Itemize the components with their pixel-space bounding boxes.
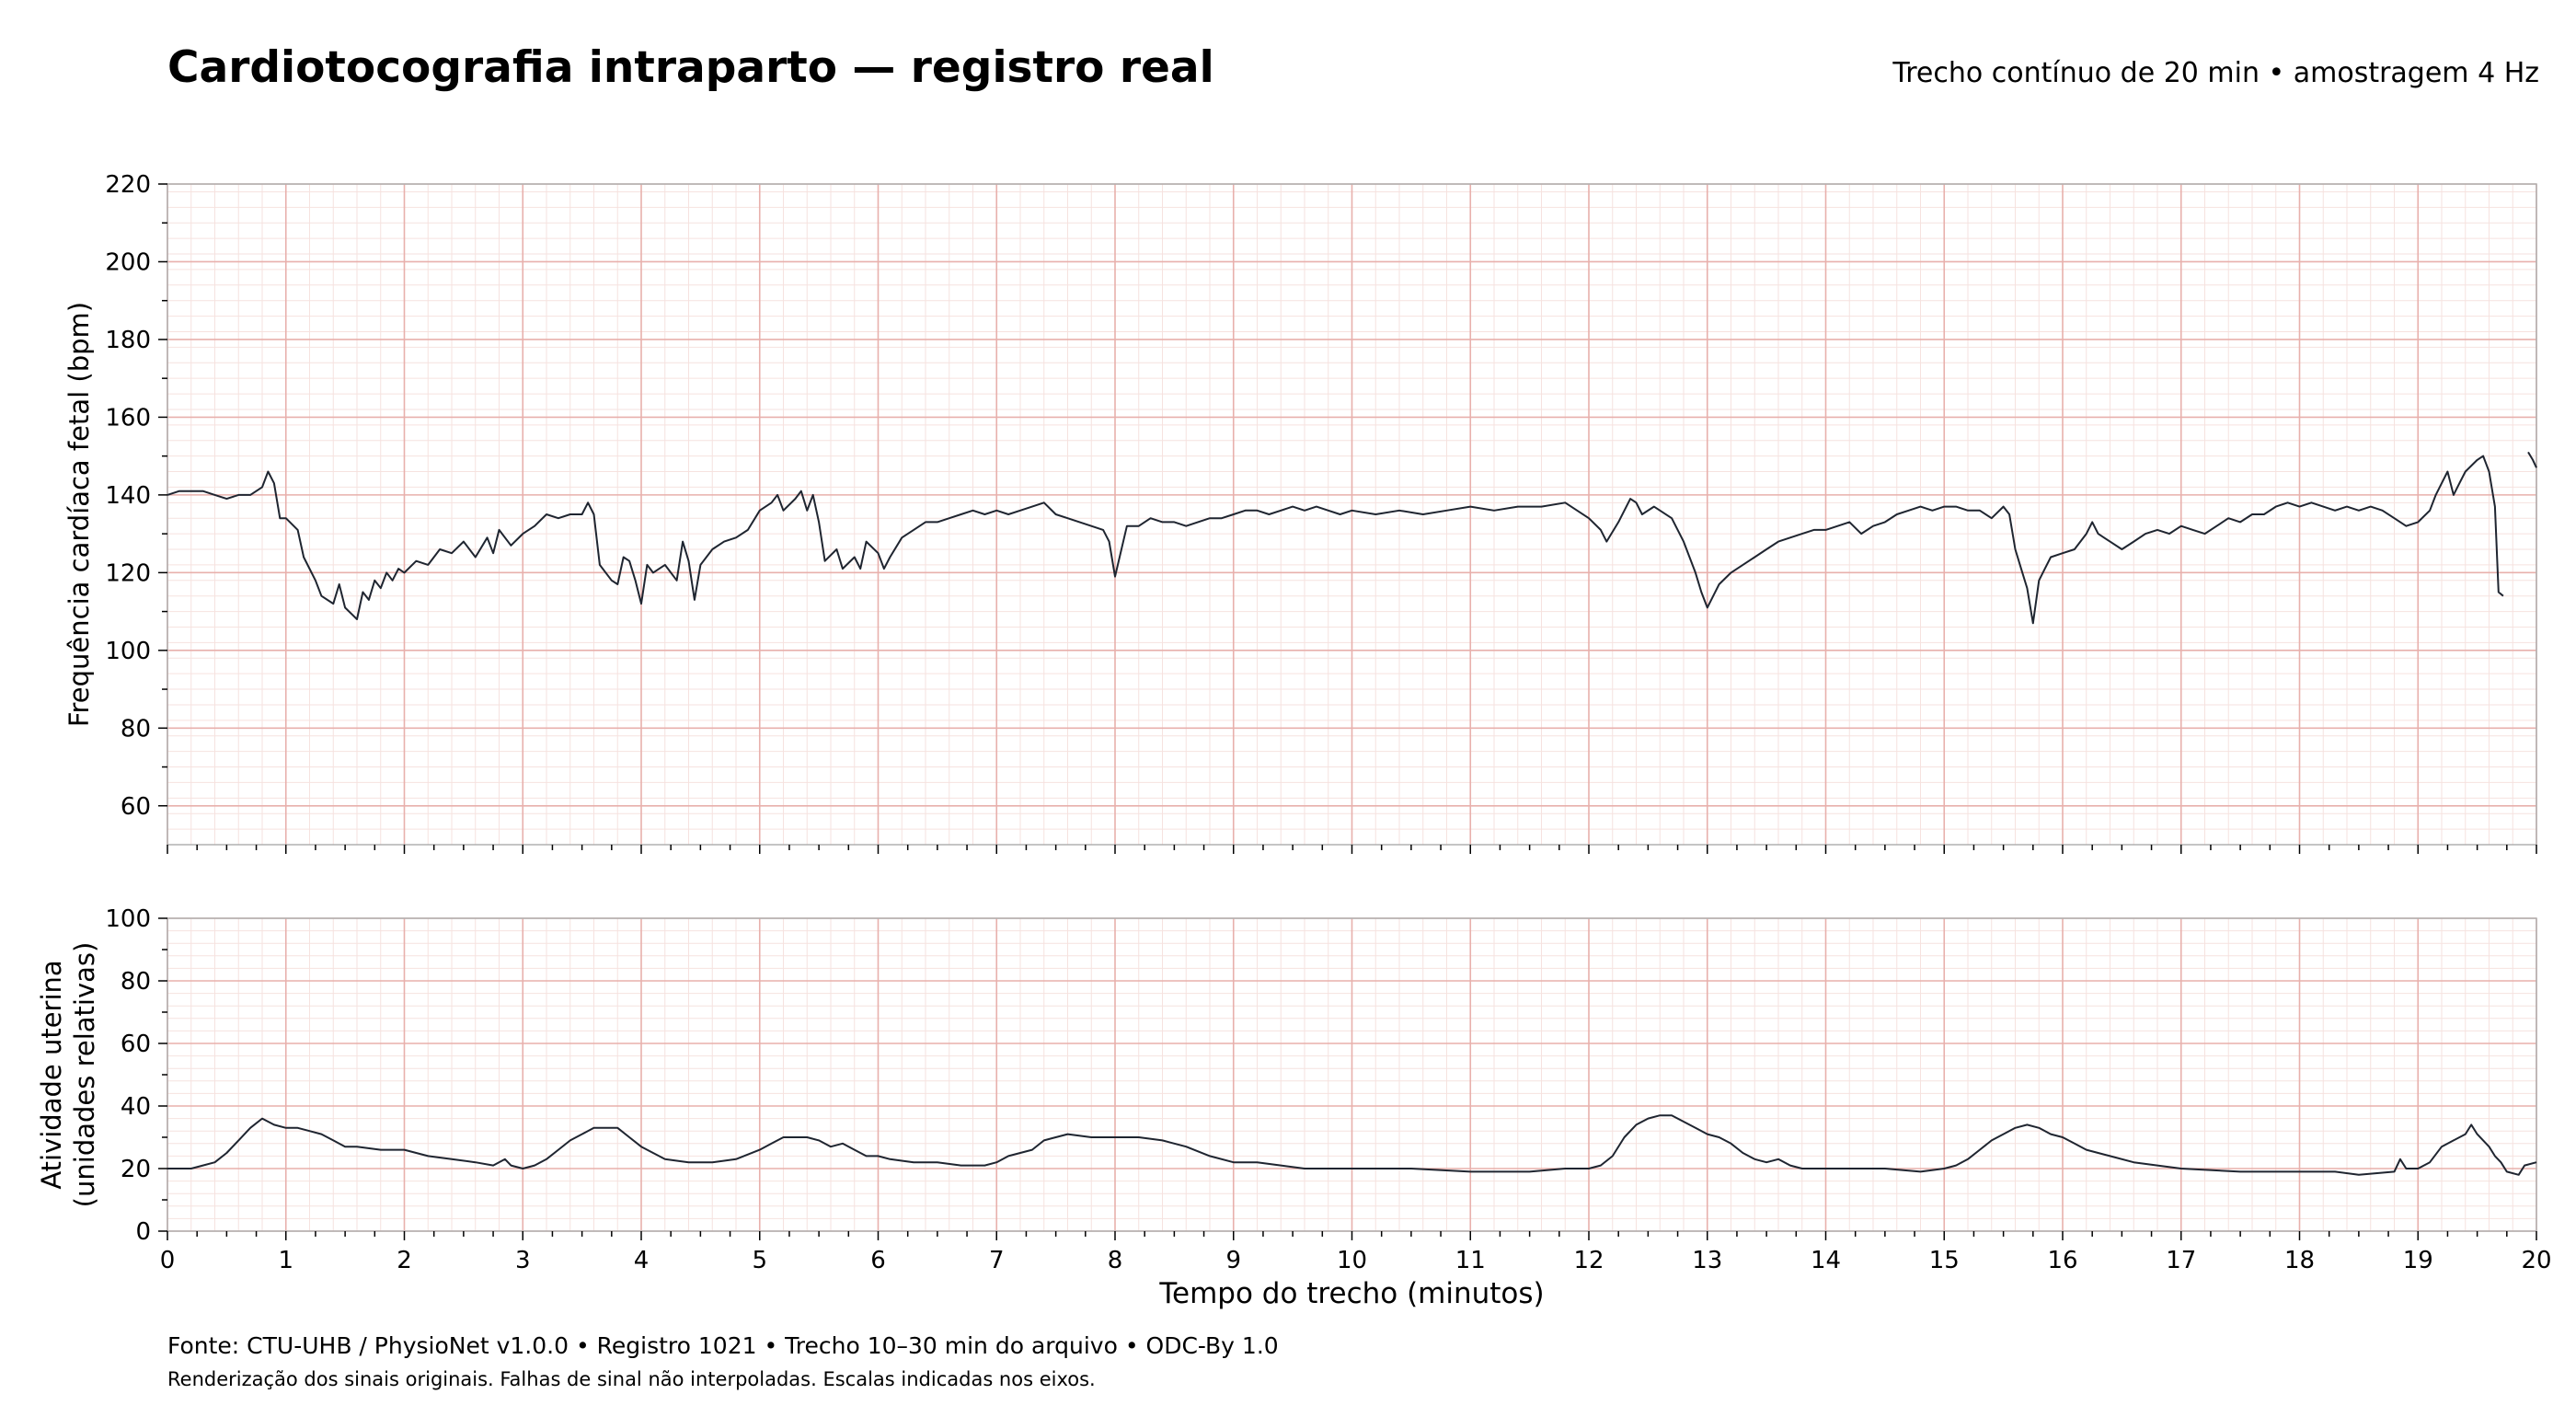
x-tick-label: 14 <box>1811 1247 1841 1274</box>
x-tick-label: 9 <box>1225 1247 1241 1274</box>
x-tick-label: 6 <box>870 1247 886 1274</box>
x-tick-label: 17 <box>2166 1247 2196 1274</box>
x-tick-label: 0 <box>160 1247 176 1274</box>
x-tick-label: 19 <box>2403 1247 2433 1274</box>
y-tick-label: 200 <box>105 248 151 276</box>
x-tick-label: 11 <box>1455 1247 1486 1274</box>
fhr-trace <box>167 451 2537 625</box>
x-tick-label: 15 <box>1929 1247 1960 1274</box>
y-tick-label: 80 <box>121 968 151 996</box>
fhr-y-axis-label: Frequência cardíaca fetal (bpm) <box>63 302 95 727</box>
y-tick-label: 220 <box>105 171 151 199</box>
y-tick-label: 0 <box>135 1218 151 1246</box>
x-tick-label: 12 <box>1573 1247 1604 1274</box>
x-tick-label: 20 <box>2521 1247 2551 1274</box>
x-tick-label: 1 <box>278 1247 293 1274</box>
fhr-panel: 60 80 100 120 140 160 180 200 220 <box>105 171 2537 854</box>
y-tick-label: 100 <box>105 905 151 933</box>
source-note: Fonte: CTU-UHB / PhysioNet v1.0.0 • Regi… <box>167 1332 1279 1359</box>
chart-subtitle: Trecho contínuo de 20 min • amostragem 4… <box>1892 57 2539 89</box>
toco-y-axis-label: Atividade uterina(unidades relativas) <box>36 942 100 1208</box>
x-tick-label: 18 <box>2284 1247 2315 1274</box>
x-tick-label: 10 <box>1337 1247 1367 1274</box>
render-note: Renderização dos sinais originais. Falha… <box>167 1368 1096 1390</box>
y-tick-label: 140 <box>105 482 151 510</box>
y-tick-label: 180 <box>105 327 151 354</box>
x-tick-label: 5 <box>752 1247 767 1274</box>
y-tick-label: 60 <box>121 793 151 821</box>
x-tick-label: 16 <box>2047 1247 2077 1274</box>
y-tick-label: 160 <box>105 404 151 432</box>
y-tick-label: 100 <box>105 638 151 665</box>
x-tick-label: 3 <box>515 1247 531 1274</box>
y-tick-label: 80 <box>121 715 151 743</box>
y-tick-label: 120 <box>105 559 151 587</box>
chart-title: Cardiotocografia intraparto — registro r… <box>167 42 1214 93</box>
y-tick-label: 40 <box>121 1093 151 1121</box>
y-tick-label: 20 <box>121 1156 151 1183</box>
x-tick-label: 8 <box>1108 1247 1123 1274</box>
y-tick-label: 60 <box>121 1031 151 1058</box>
x-tick-label: 7 <box>989 1247 1005 1274</box>
x-tick-label: 4 <box>634 1247 650 1274</box>
x-tick-label: 13 <box>1692 1247 1722 1274</box>
toco-trace <box>167 1114 2537 1176</box>
x-axis-label: Tempo do trecho (minutos) <box>1158 1277 1544 1310</box>
x-tick-label: 2 <box>397 1247 412 1274</box>
